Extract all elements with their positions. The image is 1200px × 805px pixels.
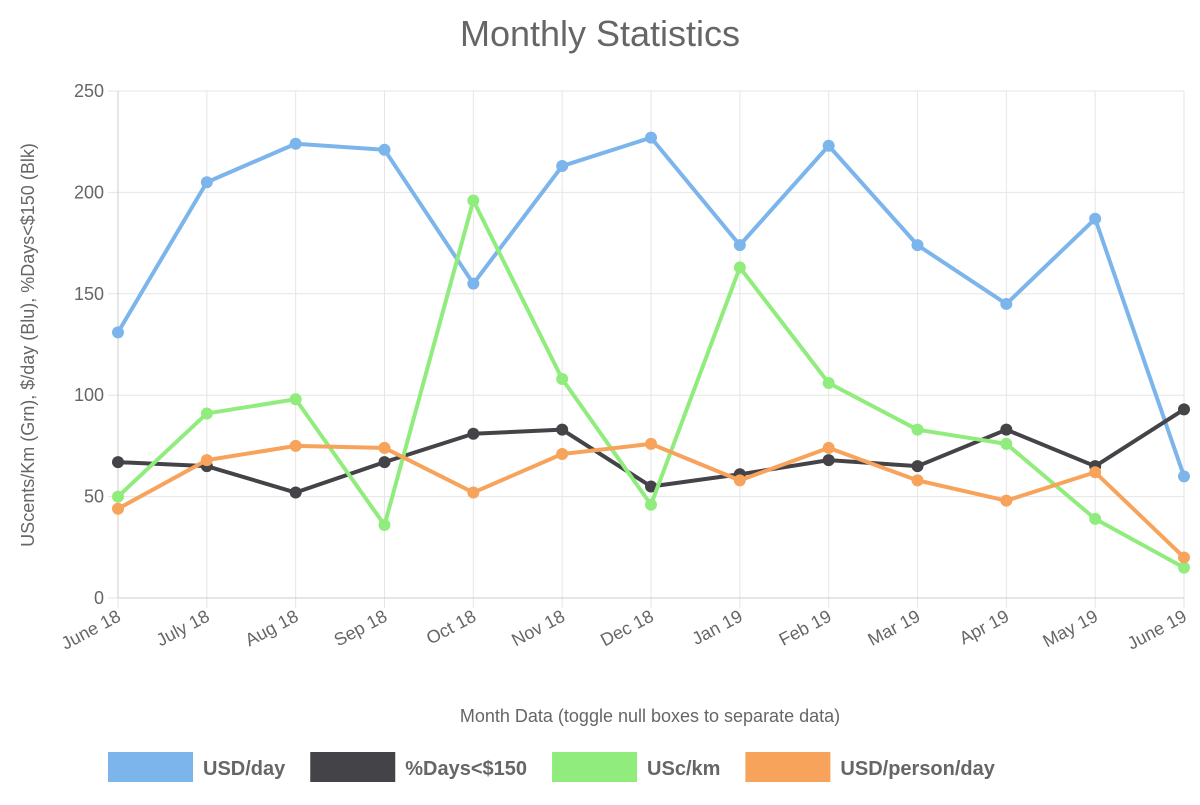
data-point (911, 239, 924, 252)
data-point (200, 176, 213, 189)
data-point (289, 137, 302, 150)
x-tick-label: Apr 19 (956, 606, 1012, 649)
x-tick-label: June 19 (1124, 606, 1190, 654)
legend-label[interactable]: %Days<$150 (405, 758, 527, 780)
x-tick-label: Jan 19 (689, 606, 746, 649)
data-point (645, 131, 657, 144)
data-point (378, 143, 391, 156)
data-point (1000, 494, 1013, 507)
data-point (1089, 512, 1102, 525)
data-point (733, 261, 746, 274)
legend-label[interactable]: USD/day (203, 758, 286, 780)
data-point (822, 377, 835, 390)
data-point (467, 194, 480, 207)
data-point (289, 439, 302, 452)
data-point (289, 486, 302, 499)
y-tick-label: 50 (84, 487, 104, 507)
legend-swatch[interactable] (108, 752, 193, 782)
legend-swatch[interactable] (745, 752, 831, 782)
data-point (1000, 297, 1013, 310)
legend-label[interactable]: USc/km (647, 758, 720, 780)
x-tick-label: Feb 19 (776, 606, 835, 650)
data-point (112, 326, 124, 339)
x-tick-label: Mar 19 (865, 606, 924, 650)
data-point (556, 160, 569, 173)
data-point (911, 460, 924, 473)
x-tick-label: Aug 18 (242, 606, 302, 650)
data-point (112, 490, 124, 503)
legend-label[interactable]: USD/person/day (840, 758, 995, 780)
data-point (1089, 466, 1102, 479)
data-point (112, 456, 124, 469)
data-point (733, 474, 746, 487)
data-point (1089, 212, 1102, 225)
data-point (1000, 437, 1013, 450)
data-point (733, 239, 746, 252)
legend-item[interactable]: USD/person/day (745, 752, 996, 782)
data-point (556, 423, 569, 436)
y-tick-label: 0 (94, 588, 104, 608)
data-point (378, 456, 391, 469)
data-point (1178, 551, 1190, 564)
data-point (467, 277, 480, 290)
data-point (556, 372, 569, 385)
x-tick-label: June 18 (58, 606, 124, 654)
data-point (822, 454, 835, 467)
data-point (911, 423, 924, 436)
legend-swatch[interactable] (552, 752, 638, 782)
data-point (911, 474, 924, 487)
data-point (112, 502, 124, 515)
data-point (1000, 423, 1013, 436)
data-point (200, 407, 213, 420)
y-tick-label: 100 (74, 385, 104, 405)
data-point (645, 437, 657, 450)
y-tick-label: 150 (74, 284, 104, 304)
x-tick-label: Oct 18 (423, 606, 479, 649)
x-tick-label: Dec 18 (597, 606, 657, 650)
data-point (467, 427, 480, 440)
data-point (822, 139, 835, 152)
data-point (200, 454, 213, 467)
legend-item[interactable]: USc/km (552, 752, 720, 782)
data-point (378, 518, 391, 531)
legend-item[interactable]: %Days<$150 (310, 752, 527, 782)
data-point (289, 393, 302, 406)
x-tick-label: Sep 18 (331, 606, 391, 650)
data-point (467, 486, 480, 499)
data-point (645, 480, 657, 493)
data-point (378, 441, 391, 454)
y-tick-label: 250 (74, 81, 104, 101)
chart-title: Monthly Statistics (460, 13, 740, 54)
x-tick-label: July 18 (153, 606, 213, 650)
legend-item[interactable]: USD/day (108, 752, 286, 782)
data-point (556, 448, 569, 461)
y-axis-label: UScents/Km (Grn), $/day (Blu), %Days<$15… (18, 143, 38, 547)
data-point (1178, 403, 1190, 416)
x-axis-label: Month Data (toggle null boxes to separat… (460, 706, 840, 726)
data-point (822, 441, 835, 454)
data-point (1178, 470, 1190, 483)
x-tick-label: May 19 (1040, 606, 1102, 651)
data-point (1178, 561, 1190, 574)
legend-swatch[interactable] (310, 752, 396, 782)
y-tick-label: 200 (74, 182, 104, 202)
x-tick-label: Nov 18 (508, 606, 568, 650)
data-point (645, 498, 657, 511)
